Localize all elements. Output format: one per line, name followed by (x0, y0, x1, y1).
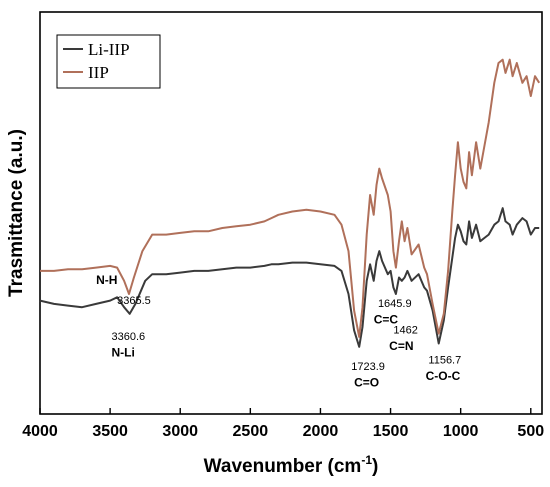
series-layer (39, 58, 541, 348)
annotation-c-c: C=C (374, 313, 399, 327)
x-axis-title-sup: -1 (361, 453, 372, 467)
x-tick-label-1500: 1500 (373, 423, 409, 440)
annotation-n-h: N-H (96, 273, 117, 287)
plot-frame (39, 11, 543, 415)
annotation-n-li: N-Li (112, 346, 135, 360)
x-ticks: 4000 3500 3000 2500 2000 1500 1000 500 (22, 408, 544, 440)
annotation-3360-6: 3360.6 (112, 331, 146, 343)
series-line-iip (40, 58, 541, 338)
x-tick-label-2000: 2000 (303, 423, 339, 440)
x-axis-title: Wavenumber (cm-1) (204, 453, 379, 477)
y-axis-title: Trasmittance (a.u.) (6, 129, 27, 297)
x-tick-label-3500: 3500 (92, 423, 128, 440)
x-axis-title-end: ) (372, 456, 378, 477)
legend-box (56, 34, 161, 89)
annotation-1645-9: 1645.9 (378, 298, 412, 310)
x-tick-label-2500: 2500 (233, 423, 269, 440)
series-line-li-iip (39, 207, 540, 348)
annotation-3365-5: 3365.5 (117, 295, 151, 307)
annotation-1156-7: 1156.7 (428, 354, 461, 366)
annotation-1723-9: 1723.9 (351, 361, 385, 373)
annotation-1462: 1462 (393, 325, 417, 337)
legend-label-iip: IIP (88, 63, 109, 82)
annotation-c-n: C=N (389, 339, 413, 353)
x-tick-label-4000: 4000 (22, 423, 58, 440)
annotation-c-o: C=O (354, 375, 379, 389)
annotation-c-o-c: C-O-C (426, 369, 461, 383)
x-tick-label-3000: 3000 (162, 423, 198, 440)
x-axis-title-text: Wavenumber (cm (204, 456, 362, 477)
x-tick-label-500: 500 (517, 423, 544, 440)
x-tick-label-1000: 1000 (443, 423, 479, 440)
legend-label-li-iip: Li-IIP (88, 40, 130, 59)
legend: Li-IIP IIP (56, 34, 161, 89)
